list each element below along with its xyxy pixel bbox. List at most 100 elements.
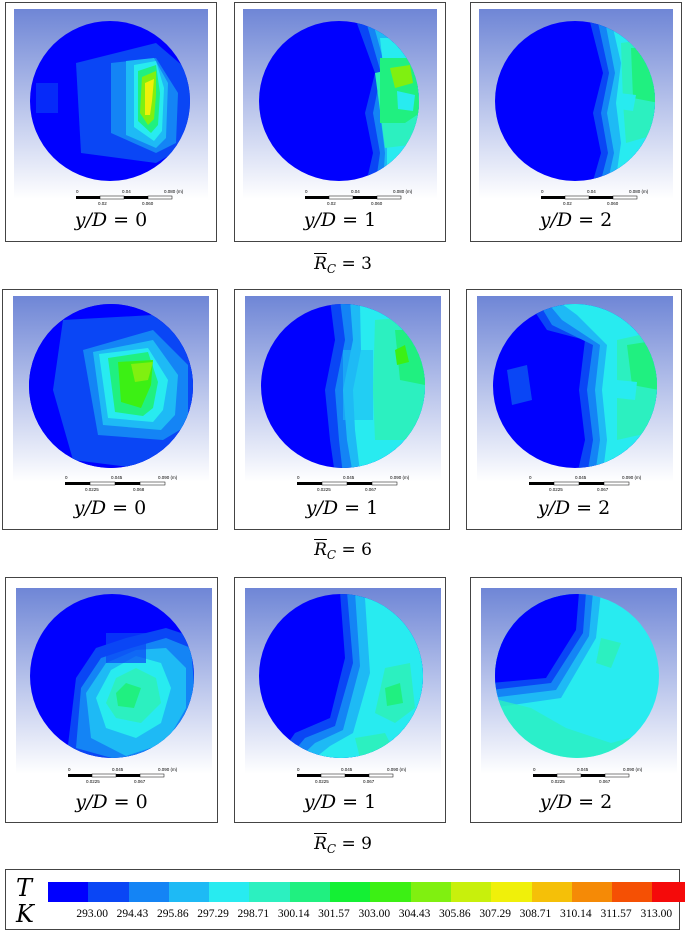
scale-tick: 0.0225 xyxy=(85,487,99,492)
contour-panel-r3-y1: 0 0.04 0.080 (m) 0.02 0.060 y/D = 1 xyxy=(234,2,446,242)
legend-tick-label: 293.00 xyxy=(76,908,108,920)
legend-swatch xyxy=(491,882,532,902)
legend-swatch xyxy=(88,882,129,902)
scale-tick: 0.02 xyxy=(98,201,107,206)
scale-tick: 0.04 xyxy=(351,189,360,194)
legend-variable: T xyxy=(16,874,33,902)
contour-plot: 0 0.04 0.080 (m) 0.02 0.060 xyxy=(479,9,673,206)
legend-swatch xyxy=(410,882,451,902)
panel-label: y/D = 0 xyxy=(74,209,148,231)
panel-label: y/D = 2 xyxy=(539,209,613,231)
scale-tick: 0.068 xyxy=(133,487,145,492)
scale-bar: 0 0.045 0.090 (m) 0.0225 0.067 xyxy=(533,767,643,784)
contour-plot: 0 0.045 0.090 (m) 0.0225 0.067 xyxy=(477,296,673,492)
legend-tick-label: 310.14 xyxy=(559,908,592,920)
scale-tick: 0.04 xyxy=(587,189,596,194)
row-label-rc6: RC = 6 xyxy=(314,540,372,562)
scale-tick: 0 xyxy=(68,767,71,772)
legend-swatch xyxy=(128,882,169,902)
scale-tick: 0.0225 xyxy=(315,779,329,784)
contour-panel-r6-y2: 0 0.045 0.090 (m) 0.0225 0.067 y/D = 2 xyxy=(466,289,682,530)
legend-tick-label: 303.00 xyxy=(358,908,391,920)
panel-label: y/D = 2 xyxy=(537,497,611,519)
legend-tick-label: 311.57 xyxy=(600,908,632,920)
scale-tick: 0.080 (m) xyxy=(629,189,649,194)
scale-tick: 0.090 (m) xyxy=(390,475,410,480)
contour-panel-r6-y1: 0 0.045 0.090 (m) 0.0225 0.067 y/D = 1 xyxy=(234,289,450,530)
legend-swatch xyxy=(209,882,250,902)
scale-tick: 0 xyxy=(529,475,532,480)
scale-tick: 0.067 xyxy=(597,487,609,492)
contour-plot: 0 0.045 0.090 (m) 0.0225 0.067 xyxy=(481,588,677,784)
panel-label: y/D = 2 xyxy=(539,791,613,813)
scale-tick: 0 xyxy=(297,475,300,480)
panel-label: y/D = 0 xyxy=(73,497,147,519)
scale-tick: 0 xyxy=(541,189,544,194)
scale-tick: 0.080 (m) xyxy=(393,189,413,194)
legend-tick-label: 307.29 xyxy=(479,908,511,920)
panel-label: y/D = 1 xyxy=(303,791,377,813)
scale-tick: 0.067 xyxy=(365,487,377,492)
scale-bar: 0 0.045 0.090 (m) 0.0225 0.067 xyxy=(529,475,642,492)
scale-bar: 0 0.045 0.090 (m) 0.0225 0.068 xyxy=(65,475,178,492)
scale-tick: 0.067 xyxy=(599,779,611,784)
scale-bar: 0 0.04 0.080 (m) 0.02 0.060 xyxy=(76,189,184,206)
legend-tick-label: 301.57 xyxy=(318,908,350,920)
scale-tick: 0.067 xyxy=(363,779,375,784)
contour-panel-r9-y2: 0 0.045 0.090 (m) 0.0225 0.067 y/D = 2 xyxy=(470,577,682,823)
scale-tick: 0.02 xyxy=(563,201,572,206)
legend-tick-label: 295.86 xyxy=(156,908,189,920)
legend-tick-label: 313.00 xyxy=(640,908,673,920)
legend-swatch xyxy=(652,882,685,902)
row-label-rc3: RC = 3 xyxy=(314,254,372,276)
contour-plot: 0 0.045 0.090 (m) 0.0225 0.067 xyxy=(245,296,441,492)
contour-panel-r9-y1: 0 0.045 0.090 (m) 0.0225 0.067 y/D = 1 xyxy=(234,577,446,823)
contour-panel-r3-y0: 0 0.04 0.080 (m) 0.02 0.060 y/D = 0 xyxy=(5,2,217,242)
contour-plot: 0 0.045 0.090 (m) 0.0225 0.067 xyxy=(16,588,212,784)
scale-tick: 0.02 xyxy=(327,201,336,206)
scale-tick: 0.045 xyxy=(111,475,123,480)
scale-bar: 0 0.04 0.080 (m) 0.02 0.060 xyxy=(541,189,649,206)
contour-plot: 0 0.04 0.080 (m) 0.02 0.060 xyxy=(243,9,437,206)
legend-swatch xyxy=(571,882,613,902)
scale-tick: 0.0225 xyxy=(317,487,331,492)
contour-panel-r3-y2: 0 0.04 0.080 (m) 0.02 0.060 y/D = 2 xyxy=(470,2,682,242)
scale-tick: 0.067 xyxy=(134,779,146,784)
scale-tick: 0.045 xyxy=(575,475,587,480)
scale-bar: 0 0.045 0.090 (m) 0.0225 0.067 xyxy=(297,767,407,784)
scale-tick: 0.060 xyxy=(142,201,154,206)
legend-swatch xyxy=(330,882,371,902)
legend-swatch xyxy=(289,882,331,902)
scale-tick: 0.090 (m) xyxy=(158,475,178,480)
panel-label: y/D = 0 xyxy=(75,791,148,813)
legend-swatch xyxy=(612,882,653,902)
legend-tick-label: 305.86 xyxy=(439,908,471,920)
scale-tick: 0.0225 xyxy=(551,779,565,784)
scale-tick: 0.045 xyxy=(343,475,355,480)
legend-tick-label: 294.43 xyxy=(116,908,149,920)
contour-plot: 0 0.04 0.080 (m) 0.02 0.060 xyxy=(14,9,208,206)
scale-tick: 0.0225 xyxy=(86,779,100,784)
contour-plot: 0 0.045 0.090 (m) 0.0225 0.067 xyxy=(245,588,441,784)
scale-tick: 0.0225 xyxy=(549,487,563,492)
scale-tick: 0.090 (m) xyxy=(387,767,407,772)
legend-colorbar xyxy=(48,882,685,902)
scale-bar: 0 0.04 0.080 (m) 0.02 0.060 xyxy=(305,189,413,206)
scale-bar: 0 0.045 0.090 (m) 0.0225 0.067 xyxy=(68,767,178,784)
scale-tick: 0 xyxy=(533,767,536,772)
legend-unit: K xyxy=(16,900,34,928)
legend-tick-label: 308.71 xyxy=(519,908,552,920)
scale-tick: 0.060 xyxy=(371,201,383,206)
contour-plot: 0 0.045 0.090 (m) 0.0225 0.068 xyxy=(13,296,209,492)
scale-tick: 0.060 xyxy=(607,201,619,206)
row-label-rc9: RC = 9 xyxy=(314,834,372,856)
legend-tick-label: 304.43 xyxy=(398,908,431,920)
scale-tick: 0.045 xyxy=(112,767,124,772)
panel-label: y/D = 1 xyxy=(305,497,379,519)
scale-tick: 0.090 (m) xyxy=(158,767,178,772)
scale-tick: 0 xyxy=(305,189,308,194)
legend-tick-label: 300.14 xyxy=(277,908,310,920)
legend-tick-label: 297.29 xyxy=(197,908,229,920)
scale-tick: 0.045 xyxy=(341,767,353,772)
legend-swatch xyxy=(48,882,89,902)
